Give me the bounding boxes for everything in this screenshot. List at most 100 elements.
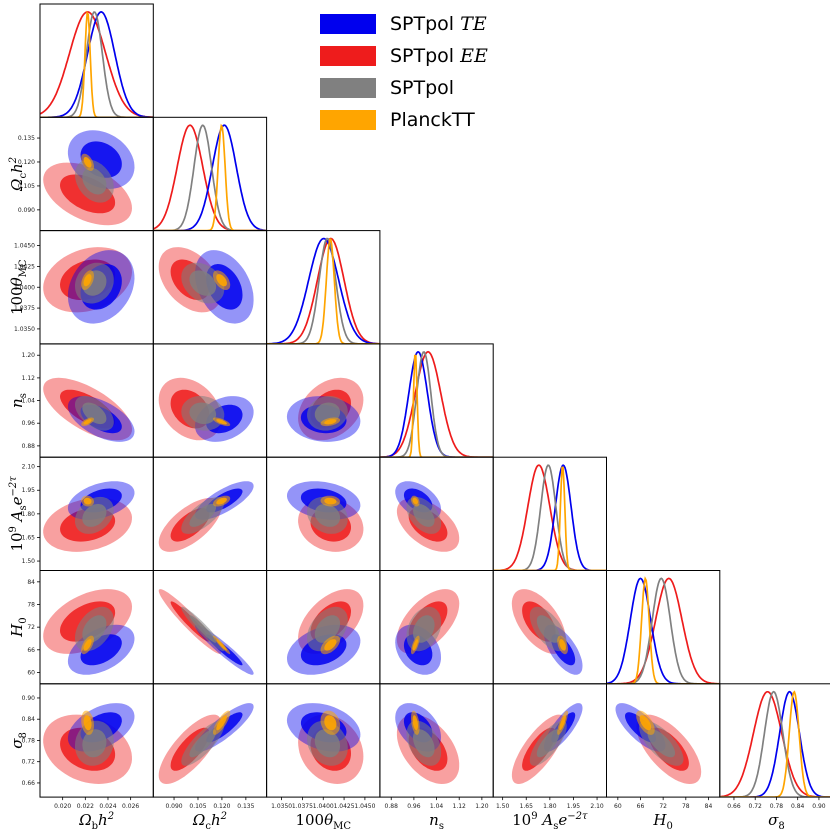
- legend: SPTpol TE SPTpol EE SPTpol PlanckTT: [320, 13, 488, 131]
- panel-frame: [719, 683, 830, 798]
- y-tick-label: 0.105: [18, 183, 35, 190]
- panel-6-1: 0.090 0.105 0.120 0.135: [152, 683, 268, 810]
- x-tick-label: 1.20: [475, 803, 489, 810]
- panel-frame: [152, 116, 268, 232]
- x-tick-label: 1.0425: [334, 803, 355, 810]
- contour-68-sptpol: [189, 503, 217, 527]
- panel-0-0: [39, 3, 154, 118]
- y-tick-label: 84: [27, 579, 35, 586]
- y-tick-label: 1.80: [22, 511, 36, 518]
- x-tick-label: 1.0400: [313, 803, 334, 810]
- x-tick-label: 0.78: [770, 803, 784, 810]
- contour-68-plancktt: [216, 715, 227, 731]
- marginal-curve-sptpol-te: [379, 351, 494, 458]
- contour-68-plancktt: [83, 497, 92, 505]
- marginal-curve-sptpol-ee: [40, 11, 154, 118]
- panel-2-2: [266, 230, 381, 345]
- x-axis-label: Ωbh2: [78, 811, 114, 832]
- panel-5-0: 60 66 72 78 84: [27, 570, 154, 685]
- x-tick-label: 0.96: [407, 803, 421, 810]
- panel-4-4: [492, 456, 608, 572]
- contour-68-sptpol: [536, 729, 560, 758]
- y-tick-label: 0.090: [18, 207, 35, 214]
- contour-68-sptpol: [314, 503, 341, 527]
- contour-68-plancktt: [324, 715, 337, 731]
- panels: 0.0900.1050.1200.1351.03501.03751.04001.…: [8, 3, 830, 832]
- y-tick-label: 78: [27, 601, 35, 608]
- panel-2-1: [152, 230, 268, 345]
- legend-label: SPTpol: [390, 77, 454, 99]
- panel-3-0: 0.88 0.96 1.04 1.12 1.20: [22, 343, 154, 458]
- contour-68-sptpol: [189, 270, 217, 296]
- contour-68-sptpol: [82, 402, 107, 425]
- x-axis-label: ns: [429, 811, 444, 832]
- legend-label: SPTpol TE: [390, 13, 487, 35]
- x-tick-label: 1.65: [520, 803, 534, 810]
- panel-6-2: 1.0350 1.0375 1.0400 1.0425 1.0450: [266, 683, 381, 810]
- marginal-curve-sptpol-ee: [606, 577, 720, 684]
- contour-68-plancktt: [412, 639, 418, 651]
- panel-5-2: [266, 570, 381, 685]
- y-axis-label: Ωch2: [8, 157, 29, 192]
- legend-entry-plancktt: PlanckTT: [320, 109, 475, 131]
- y-tick-label: 0.96: [22, 420, 36, 427]
- y-tick-label: 0.135: [18, 135, 35, 142]
- y-axis-label: ns: [8, 393, 29, 408]
- y-tick-label: 1.12: [22, 375, 36, 382]
- legend-swatch: [320, 78, 376, 98]
- x-tick-label: 2.10: [590, 803, 604, 810]
- x-tick-label: 1.95: [567, 803, 581, 810]
- legend-swatch: [320, 14, 376, 34]
- panel-1-0: 0.090 0.105 0.120 0.135: [18, 116, 154, 232]
- x-tick-label: 0.84: [791, 803, 805, 810]
- legend-swatch: [320, 46, 376, 66]
- x-tick-label: 0.020: [54, 803, 71, 810]
- panel-3-1: [152, 343, 268, 458]
- marginal-curve-sptpol-te: [153, 124, 267, 231]
- y-tick-label: 60: [27, 669, 35, 676]
- contour-68-plancktt: [216, 419, 227, 425]
- x-axis-label: σ8: [768, 811, 785, 832]
- y-tick-label: 1.50: [22, 558, 36, 565]
- panel-5-4: [492, 570, 608, 685]
- x-tick-label: 1.0375: [292, 803, 313, 810]
- panel-frame: [492, 456, 608, 572]
- contour-68-sptpol: [82, 729, 107, 758]
- x-tick-label: 0.024: [99, 803, 116, 810]
- legend-swatch: [320, 110, 376, 130]
- contour-68-plancktt: [412, 715, 418, 731]
- x-tick-label: 1.12: [453, 803, 467, 810]
- panel-4-0: 1.50 1.65 1.80 1.95 2.10: [22, 456, 154, 572]
- legend-label: PlanckTT: [390, 109, 475, 131]
- legend-label: SPTpol EE: [390, 45, 488, 67]
- x-tick-label: 66: [637, 803, 645, 810]
- contour-68-sptpol: [413, 729, 435, 758]
- contour-68-sptpol: [82, 503, 107, 527]
- y-tick-label: 72: [27, 624, 35, 631]
- y-axis-label: 100θMC: [8, 259, 29, 315]
- y-tick-label: 0.66: [22, 780, 36, 787]
- contour-68-plancktt: [324, 497, 337, 505]
- y-tick-label: 1.20: [22, 352, 36, 359]
- y-tick-label: 1.04: [22, 398, 36, 405]
- contour-68-plancktt: [216, 639, 227, 651]
- contour-68-sptpol: [647, 729, 675, 758]
- x-axis-label: 109 Ase−2τ: [512, 811, 588, 832]
- panel-4-3: [379, 456, 494, 572]
- contour-68-plancktt: [216, 497, 227, 505]
- panel-6-5: 60 66 72 78 84: [606, 683, 721, 810]
- x-tick-label: 1.80: [543, 803, 557, 810]
- legend-entry-sptpol-te: SPTpol TE: [320, 13, 487, 35]
- panel-6-3: 0.88 0.96 1.04 1.12 1.20: [379, 683, 494, 810]
- x-tick-label: 60: [614, 803, 622, 810]
- y-tick-label: 66: [27, 647, 35, 654]
- marginal-curve-sptpol: [493, 464, 607, 571]
- contour-68-sptpol: [189, 729, 217, 758]
- x-tick-label: 72: [659, 803, 667, 810]
- y-tick-label: 1.65: [22, 534, 36, 541]
- marginal-curve-sptpol-ee: [719, 690, 830, 798]
- x-tick-label: 0.120: [213, 803, 230, 810]
- contour-68-sptpol: [413, 503, 435, 527]
- panel-6-0: 0.020 0.022 0.024 0.026 0.66 0.72 0.78 0.84 0.90: [22, 683, 154, 810]
- x-tick-label: 0.66: [727, 803, 741, 810]
